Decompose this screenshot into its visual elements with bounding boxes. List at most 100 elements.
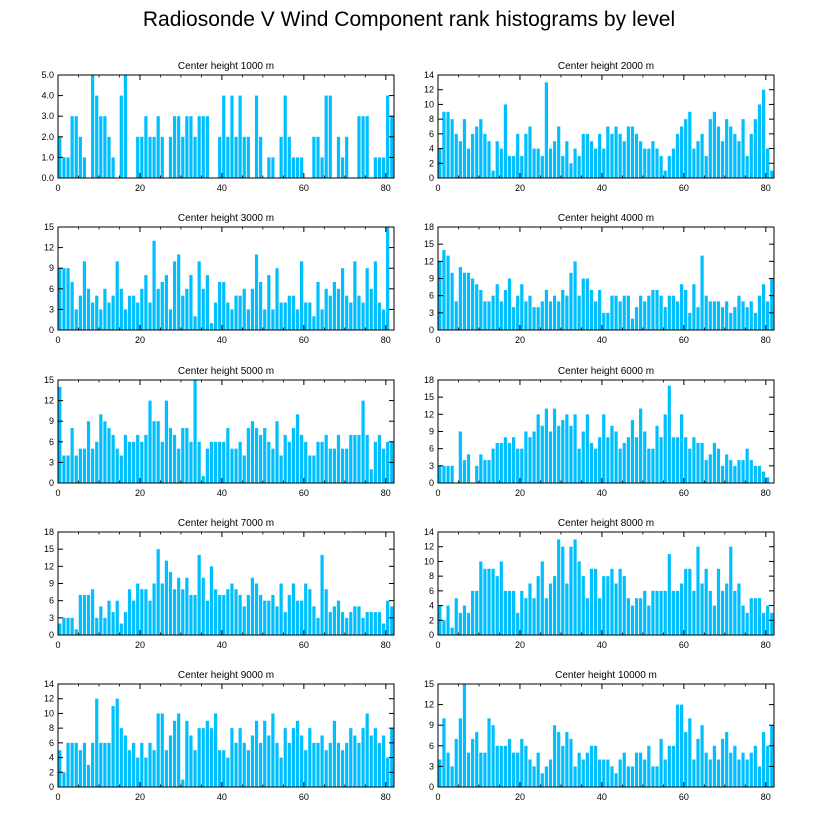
bar [201, 476, 205, 483]
bar [593, 745, 598, 787]
bar [548, 583, 553, 635]
bar [99, 414, 103, 483]
bar [156, 713, 160, 787]
bar [62, 455, 66, 483]
y-tick-label: 18 [424, 222, 434, 232]
bar [737, 759, 741, 787]
bar [283, 302, 287, 330]
x-tick-label: 20 [515, 183, 525, 193]
bar [304, 441, 308, 483]
x-tick-label: 80 [381, 488, 391, 498]
bar [741, 752, 745, 787]
chart-panel-7: Center height 7000 m 0 20 40 60 80 0 3 6 9 12 15 18 [44, 518, 395, 650]
bar [495, 442, 499, 483]
x-tick-label: 20 [515, 792, 525, 802]
bar [197, 728, 201, 787]
x-tick-label: 80 [381, 183, 391, 193]
bar [733, 133, 737, 178]
bar [471, 133, 475, 178]
bar [659, 295, 663, 330]
y-tick-label: 6 [429, 586, 434, 596]
bar [205, 116, 209, 178]
bar [630, 420, 635, 483]
x-tick-label: 0 [55, 640, 60, 650]
bar [581, 576, 585, 635]
bar [230, 583, 234, 635]
bar [663, 307, 667, 330]
bar [234, 295, 238, 330]
plot-frame [437, 531, 775, 636]
bar [238, 728, 242, 787]
plot-frame [57, 74, 395, 179]
bar [300, 600, 304, 635]
bar [197, 261, 201, 330]
bar [475, 126, 479, 178]
y-tick-label: 15 [424, 239, 434, 249]
bar [761, 284, 766, 330]
bar [136, 302, 140, 330]
bar [340, 750, 345, 787]
bar [528, 295, 532, 330]
bar [466, 612, 471, 635]
bar [164, 275, 168, 330]
bar [328, 95, 332, 178]
bar [487, 460, 491, 483]
bar [700, 442, 704, 483]
bar [242, 288, 246, 330]
chart-panel-9: Center height 9000 m 0 20 40 60 80 0 2 4 6 8 10 12 14 [44, 670, 395, 802]
bar [386, 757, 390, 787]
bar [82, 742, 87, 787]
bar [520, 590, 524, 635]
bar [766, 148, 770, 178]
bar [320, 309, 324, 330]
bar [99, 606, 103, 635]
bar [205, 275, 209, 330]
bar [651, 448, 655, 483]
bar [287, 441, 291, 483]
bar [749, 598, 753, 635]
bar [663, 759, 667, 787]
y-tick-label: 9 [429, 274, 434, 284]
bar [353, 434, 357, 483]
bar [336, 600, 341, 635]
bar [377, 434, 382, 483]
bar [618, 133, 622, 178]
bar [86, 594, 91, 635]
bar [593, 301, 598, 330]
bar [119, 728, 123, 787]
bar [185, 288, 189, 330]
y-tick-label: 6 [429, 741, 434, 751]
bar [630, 605, 635, 635]
panel-title: Center height 5000 m [178, 366, 274, 377]
bar [720, 738, 725, 787]
bar [316, 742, 320, 787]
bar [561, 546, 565, 635]
bar [263, 720, 267, 787]
bar [507, 278, 512, 330]
bar [757, 295, 762, 330]
bar [520, 448, 524, 483]
bar [680, 126, 684, 178]
y-tick-label: 4 [429, 144, 434, 154]
bar [316, 617, 320, 635]
bar [95, 295, 99, 330]
bar [462, 119, 467, 178]
bar [544, 408, 548, 483]
bar [557, 425, 561, 483]
bar [516, 295, 520, 330]
bar [369, 735, 373, 787]
bar [295, 720, 300, 787]
bar [602, 576, 606, 635]
bar [386, 600, 390, 635]
bar [495, 745, 499, 787]
bar [242, 742, 246, 787]
bar [226, 589, 230, 635]
bar [503, 590, 508, 635]
bar [386, 441, 390, 483]
bar [140, 589, 144, 635]
bar [185, 720, 189, 787]
bar [160, 583, 164, 635]
bar [745, 155, 749, 178]
bar [361, 400, 365, 483]
y-tick-label: 0 [49, 478, 54, 488]
